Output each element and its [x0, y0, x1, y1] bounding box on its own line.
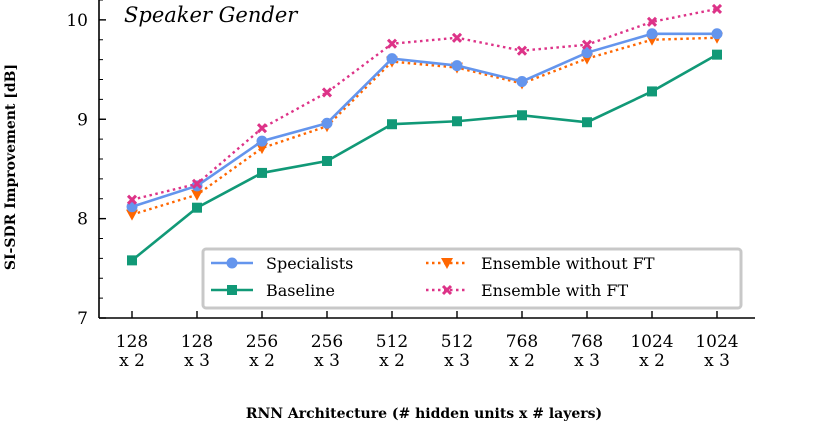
- series-specialists: [126, 28, 723, 213]
- legend: Specialists Baseline Ensemble without FT En…: [201, 247, 743, 310]
- data-point-ensemble-with-ft: [451, 32, 463, 43]
- data-point-baseline: [712, 49, 722, 60]
- legend-label-baseline: Baseline: [266, 281, 335, 300]
- x-tick-label: 1024: [695, 332, 738, 352]
- series-line-specialists: [131, 32, 717, 208]
- data-point-specialists: [516, 75, 528, 87]
- x-tick-label: 512: [441, 332, 473, 352]
- legend-marker-ensemble-with-ft: [441, 284, 453, 296]
- data-point-ensemble-without-ft: [191, 189, 203, 201]
- x-tick-label: 128: [116, 332, 148, 352]
- data-point-baseline: [387, 119, 397, 130]
- x-tick-label: 512: [376, 332, 408, 352]
- data-point-specialists: [646, 28, 658, 40]
- data-point-ensemble-with-ft: [386, 38, 398, 49]
- x-tick-label-layers: x 3: [704, 351, 730, 371]
- data-point-specialists: [581, 47, 593, 59]
- x-marker-stroke: [191, 178, 203, 189]
- data-point-ensemble-without-ft: [126, 209, 138, 221]
- x-marker-stroke: [386, 38, 398, 49]
- data-point-ensemble-with-ft: [321, 87, 333, 98]
- x-tick-label-layers: x 3: [444, 351, 470, 371]
- data-point-specialists: [386, 53, 398, 65]
- legend-label-specialists: Specialists: [266, 254, 353, 273]
- x-tick-label: 256: [311, 332, 343, 352]
- x-tick-label: 256: [246, 332, 278, 352]
- data-point-ensemble-with-ft: [191, 178, 203, 189]
- legend-marker-specialists: [226, 257, 238, 269]
- data-point-ensemble-with-ft: [581, 39, 593, 50]
- x-axis-label: RNN Architecture (# hidden units x # lay…: [246, 406, 602, 422]
- y-tick-label: 10: [66, 11, 88, 31]
- y-tick-label: 7: [77, 309, 88, 329]
- x-marker-stroke: [451, 32, 463, 43]
- legend-label-ensemble-with-ft: Ensemble with FT: [481, 281, 628, 300]
- series-line-baseline: [131, 53, 718, 262]
- data-point-ensemble-with-ft: [126, 194, 138, 205]
- data-point-ensemble-without-ft: [256, 143, 268, 155]
- legend-label-ensemble-without-ft: Ensemble without FT: [481, 254, 655, 273]
- y-tick-label: 8: [77, 210, 88, 230]
- y-axis-label: SI-SDR Improvement [dB]: [3, 64, 19, 270]
- data-point-baseline: [647, 86, 657, 97]
- data-point-specialists: [321, 117, 333, 129]
- legend-marker-baseline: [227, 285, 237, 295]
- x-tick-label-layers: x 2: [249, 351, 275, 371]
- data-point-ensemble-with-ft: [256, 123, 268, 134]
- x-tick-label-layers: x 2: [379, 351, 405, 371]
- x-marker-stroke: [646, 16, 658, 27]
- x-marker-stroke: [321, 87, 333, 98]
- x-tick-label-layers: x 3: [574, 351, 600, 371]
- data-point-ensemble-with-ft: [516, 45, 528, 56]
- chart-title: Speaker Gender: [124, 3, 299, 27]
- legend-entry-ensemble-with-ft: Ensemble with FT: [426, 281, 628, 300]
- data-point-baseline: [192, 202, 202, 213]
- legend-box: [201, 247, 743, 310]
- x-tick-label: 768: [571, 332, 603, 352]
- data-point-specialists: [451, 60, 463, 72]
- legend-entry-ensemble-without-ft: Ensemble without FT: [426, 254, 655, 273]
- x-marker-stroke: [711, 3, 723, 15]
- x-tick-label-layers: x 2: [639, 351, 665, 371]
- x-marker-stroke: [581, 39, 593, 50]
- data-point-specialists: [256, 135, 268, 147]
- data-point-specialists: [711, 28, 723, 40]
- series-baseline: [127, 49, 722, 266]
- x-marker-stroke: [126, 194, 138, 205]
- x-tick-label: 768: [506, 332, 538, 352]
- series-line-ensemble-with-ft: [131, 7, 718, 201]
- data-point-baseline: [582, 117, 592, 128]
- x-tick-label: 1024: [630, 332, 673, 352]
- data-point-baseline: [127, 255, 137, 266]
- x-tick-label: 128: [181, 332, 213, 352]
- x-tick-label-layers: x 3: [184, 351, 210, 371]
- data-point-ensemble-with-ft: [711, 3, 723, 15]
- data-point-baseline: [452, 116, 462, 127]
- data-point-baseline: [257, 167, 267, 178]
- x-tick-label-layers: x 3: [314, 351, 340, 371]
- data-point-ensemble-with-ft: [646, 16, 658, 27]
- x-tick-label-layers: x 2: [509, 351, 535, 371]
- y-tick-label: 9: [77, 110, 88, 130]
- x-marker-stroke: [256, 123, 268, 134]
- series-layer: [126, 3, 723, 266]
- legend-marker-ensemble-without-ft: [441, 258, 453, 269]
- data-point-baseline: [322, 155, 332, 166]
- x-marker-stroke: [441, 284, 453, 296]
- legend-entry-baseline: Baseline: [211, 281, 335, 300]
- x-tick-label-layers: x 2: [119, 351, 145, 371]
- series-ensemble-with-ft: [126, 3, 723, 205]
- data-point-baseline: [517, 110, 527, 121]
- legend-entry-specialists: Specialists: [211, 254, 353, 273]
- x-marker-stroke: [516, 45, 528, 56]
- series-line-ensemble-without-ft: [131, 36, 718, 216]
